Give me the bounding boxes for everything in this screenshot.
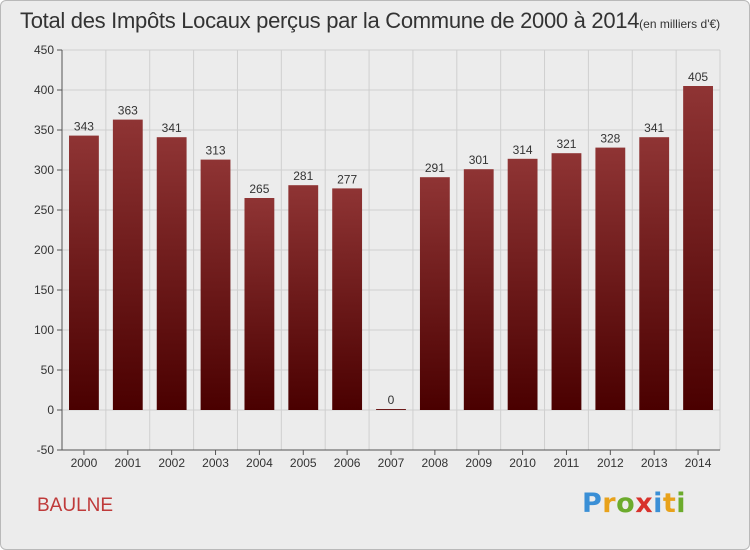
x-tick-label: 2000: [71, 456, 98, 470]
chart-title-main: Total des Impôts Locaux perçus par la Co…: [20, 8, 640, 33]
data-label: 314: [513, 143, 533, 157]
y-tick-label: 450: [34, 43, 54, 57]
logo-letter: x: [635, 488, 654, 519]
data-label: 328: [600, 132, 620, 146]
data-label: 313: [206, 144, 226, 158]
data-label: 405: [688, 70, 708, 84]
x-tick-label: 2005: [290, 456, 317, 470]
bar: [69, 135, 99, 410]
bar: [244, 198, 275, 410]
data-label: 291: [425, 161, 445, 175]
bar: [507, 158, 538, 410]
x-tick-label: 2002: [158, 456, 185, 470]
data-label: 363: [118, 104, 138, 118]
bar: [639, 137, 670, 410]
chart-title: Total des Impôts Locaux perçus par la Co…: [20, 8, 720, 34]
data-label: 0: [388, 393, 395, 407]
x-tick-label: 2008: [422, 456, 449, 470]
bar: [156, 137, 187, 410]
proxiti-logo: Proxiti: [582, 488, 686, 519]
bar: [595, 147, 626, 410]
bar: [200, 159, 231, 410]
y-tick-label: -50: [37, 443, 55, 457]
logo-letter: i: [676, 488, 687, 519]
chart-title-unit: (en milliers d'€): [639, 17, 721, 31]
bar: [463, 169, 494, 410]
y-tick-label: 400: [34, 83, 54, 97]
y-tick-label: 300: [34, 163, 54, 177]
bar: [683, 86, 713, 410]
y-tick-label: 0: [47, 403, 54, 417]
x-tick-label: 2007: [378, 456, 405, 470]
x-tick-label: 2011: [554, 456, 580, 470]
y-tick-label: 50: [41, 363, 55, 377]
commune-name: BAULNE: [37, 495, 114, 516]
x-tick-label: 2010: [509, 456, 536, 470]
data-label: 301: [469, 153, 489, 167]
y-tick-label: 350: [34, 123, 54, 137]
data-label: 281: [293, 169, 313, 183]
x-tick-label: 2009: [465, 456, 492, 470]
logo-letter: P: [582, 488, 603, 519]
bar: [288, 185, 319, 410]
data-label: 277: [337, 172, 357, 186]
y-tick-label: 100: [34, 323, 54, 337]
bar: [551, 153, 582, 410]
data-label: 341: [644, 121, 664, 135]
x-tick-label: 2012: [597, 456, 624, 470]
data-label: 265: [249, 182, 269, 196]
x-tick-label: 2013: [641, 456, 668, 470]
data-label: 343: [74, 120, 94, 134]
bar: [376, 409, 406, 410]
data-label: 321: [556, 137, 576, 151]
bar: [112, 119, 143, 410]
y-tick-label: 250: [34, 203, 54, 217]
x-tick-label: 2003: [202, 456, 229, 470]
logo-letter: t: [662, 488, 677, 519]
data-label: 341: [162, 121, 182, 135]
bar: [419, 177, 450, 410]
logo-letter: o: [616, 488, 636, 519]
x-tick-label: 2006: [334, 456, 361, 470]
logo-letter: r: [602, 488, 617, 519]
x-tick-label: 2004: [246, 456, 273, 470]
x-tick-label: 2001: [114, 456, 141, 470]
logo-letter: i: [653, 488, 663, 519]
x-tick-label: 2014: [685, 456, 712, 470]
y-tick-label: 200: [34, 243, 54, 257]
bar: [332, 188, 363, 410]
y-tick-label: 150: [34, 283, 54, 297]
